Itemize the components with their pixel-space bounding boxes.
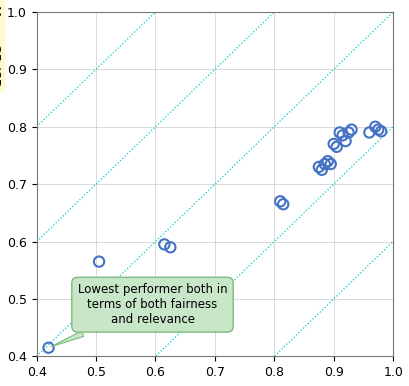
Point [342,138,348,144]
Point [315,164,321,170]
Point [347,127,354,133]
Point [333,144,339,150]
Point [321,161,327,167]
Point [279,201,286,207]
Point [339,132,345,139]
Point [330,141,336,147]
Point [327,161,333,167]
Point [318,167,324,173]
Point [365,129,372,135]
Point [161,241,167,247]
Point [371,124,378,130]
Point [166,244,173,251]
Text: Lowest performer both in
terms of both fairness
and relevance: Lowest performer both in terms of both f… [51,283,227,347]
Point [335,129,342,135]
Point [96,259,102,265]
Point [276,198,283,205]
Point [324,158,330,164]
Point [374,127,381,133]
Point [45,345,52,351]
Point [344,129,351,135]
Point [377,128,384,134]
